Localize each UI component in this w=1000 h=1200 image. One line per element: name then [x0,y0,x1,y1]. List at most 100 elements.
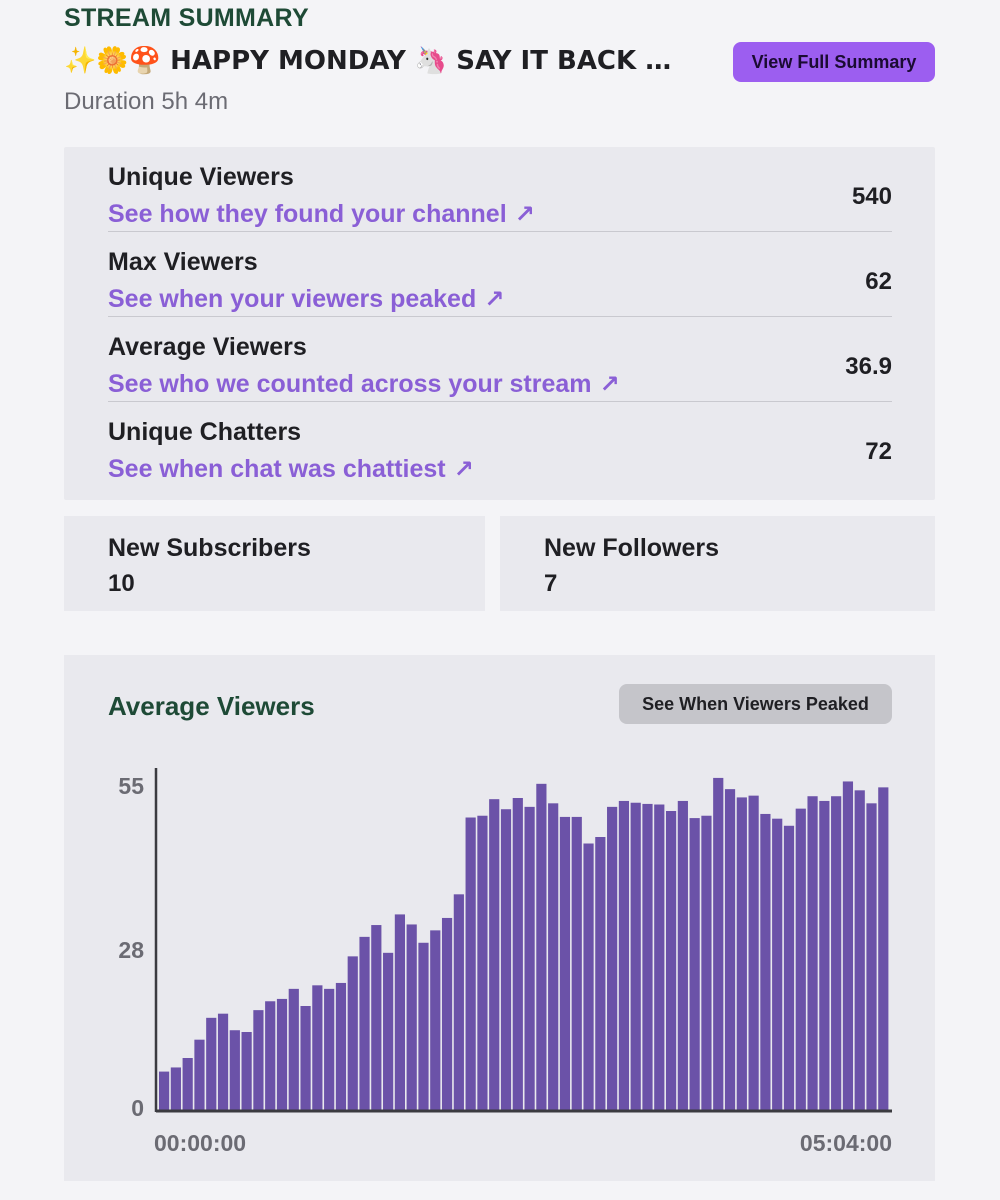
counted-viewers-link[interactable]: See who we counted across your stream ↗ [108,370,620,399]
bar-5 [217,1013,229,1110]
stat-value: 540 [851,183,892,210]
bar-13 [312,985,323,1110]
stat-value: 62 [865,268,892,295]
x-tick-label-end: 05:04:00 [800,1130,892,1156]
bar-43 [665,811,677,1110]
bar-31 [524,806,535,1110]
bar-28 [489,799,500,1110]
bar-11 [288,988,299,1110]
link-text: See when your viewers peaked [108,285,477,313]
stat-label: Unique Viewers [108,163,294,191]
new-followers-value: 7 [544,570,558,597]
bar-49 [736,797,747,1110]
bar-34 [559,816,571,1110]
bar-10 [276,998,288,1110]
bar-60 [866,803,877,1110]
bar-14 [324,988,335,1110]
bar-9 [265,1001,276,1110]
bar-29 [500,809,512,1110]
bar-56 [819,800,830,1110]
bar-39 [618,800,630,1110]
bar-54 [795,808,806,1110]
stat-row-average-viewers: Average Viewers See who we counted acros… [108,317,892,402]
bar-40 [630,802,641,1110]
bar-7 [241,1032,252,1110]
bar-44 [677,800,688,1110]
stat-label: Unique Chatters [108,418,302,446]
bar-26 [465,817,476,1110]
bar-33 [548,803,559,1110]
bar-57 [831,796,842,1110]
stat-row-unique-chatters: Unique Chatters See when chat was chatti… [108,402,892,487]
new-subscribers-card: New Subscribers 10 [64,516,485,611]
external-arrow-icon: ↗ [484,286,505,313]
external-arrow-icon: ↗ [514,201,535,228]
bar-25 [453,894,464,1110]
new-subscribers-label: New Subscribers [108,534,311,562]
bar-18 [371,925,382,1110]
bar-19 [383,952,394,1110]
bars-group [159,777,889,1110]
bar-36 [583,843,594,1110]
stat-label: Average Viewers [108,333,307,361]
bar-45 [689,818,700,1110]
external-arrow-icon: ↗ [599,371,620,398]
bar-35 [571,816,582,1110]
see-when-viewers-peaked-button[interactable]: See When Viewers Peaked [619,684,892,724]
bar-46 [701,815,712,1110]
found-channel-link[interactable]: See how they found your channel ↗ [108,200,535,229]
bar-50 [748,795,759,1110]
bar-23 [430,930,441,1110]
bar-55 [807,796,818,1110]
bar-53 [783,825,795,1110]
bar-15 [335,982,347,1110]
stream-duration: Duration 5h 4m [64,88,229,115]
bar-21 [406,924,417,1110]
y-tick-label-mid: 28 [118,937,144,963]
bar-17 [359,936,370,1110]
bar-20 [394,914,405,1110]
bar-58 [842,781,854,1110]
bar-6 [229,1030,240,1110]
viewers-peaked-link[interactable]: See when your viewers peaked ↗ [108,285,504,314]
bar-16 [347,956,358,1110]
y-tick-label-zero: 0 [131,1095,144,1121]
bar-12 [300,1006,311,1110]
stream-title: ✨🌼🍄 HAPPY MONDAY 🦄 SAY IT BACK ✨… [64,46,684,76]
stat-value: 72 [865,438,892,465]
bar-2 [182,1058,193,1110]
bar-41 [642,803,653,1110]
chart-title: Average Viewers [108,691,315,721]
y-tick-label-top: 55 [118,773,144,799]
bar-52 [772,818,783,1110]
average-viewers-chart-card: Average Viewers See When Viewers Peaked … [64,655,935,1181]
stat-label: Max Viewers [108,248,258,276]
stat-row-unique-viewers: Unique Viewers See how they found your c… [108,147,892,232]
bar-32 [536,783,547,1110]
bar-22 [418,942,429,1110]
bar-47 [713,777,724,1110]
new-followers-card: New Followers 7 [500,516,935,611]
average-viewers-bar-chart: 55 28 0 00:00:00 05:04:00 [118,768,892,1156]
stat-row-max-viewers: Max Viewers See when your viewers peaked… [108,232,892,317]
bar-30 [512,798,523,1110]
bar-38 [607,806,618,1110]
bar-4 [206,1017,217,1110]
stats-card: Unique Viewers See how they found your c… [64,147,935,500]
new-followers-label: New Followers [544,534,720,562]
bar-59 [854,790,865,1110]
external-arrow-icon: ↗ [453,456,474,483]
bar-37 [595,837,606,1110]
link-text: See when chat was chattiest [108,455,446,483]
bar-27 [477,815,488,1110]
view-full-summary-button[interactable]: View Full Summary [733,42,935,82]
bar-3 [194,1039,205,1110]
bar-61 [878,787,889,1110]
bar-24 [441,917,453,1110]
bar-42 [654,804,665,1110]
stream-summary-header: STREAM SUMMARY [64,4,309,32]
stat-value: 36.9 [845,353,892,380]
x-tick-label-start: 00:00:00 [154,1130,246,1156]
chattiest-link[interactable]: See when chat was chattiest ↗ [108,455,474,484]
bar-0 [159,1071,170,1110]
